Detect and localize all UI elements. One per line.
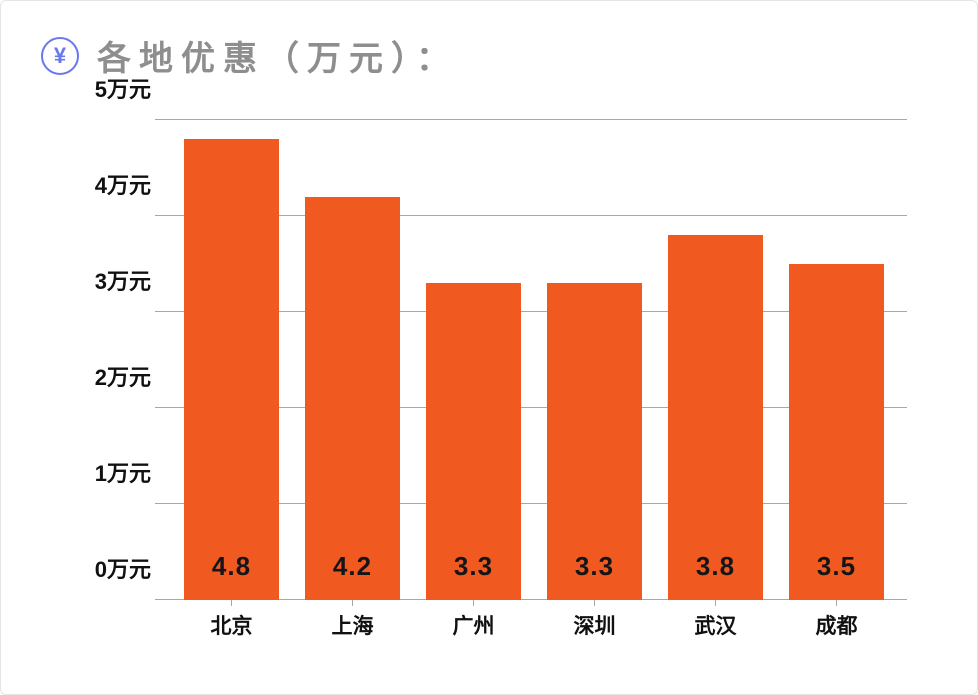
bar-beijing: 4.8 xyxy=(184,139,278,600)
bar-slot-5: 3.5 xyxy=(776,120,897,600)
bar-value-3: 3.3 xyxy=(575,551,614,582)
bar-slot-0: 4.8 xyxy=(171,120,292,600)
bar-value-4: 3.8 xyxy=(696,551,735,582)
bar-shenzhen: 3.3 xyxy=(547,283,641,600)
bar-chengdu: 3.5 xyxy=(789,264,883,600)
bar-value-0: 4.8 xyxy=(212,551,251,582)
x-label-3: 深圳 xyxy=(534,610,655,640)
x-label-0: 北京 xyxy=(171,610,292,640)
bar-guangzhou: 3.3 xyxy=(426,283,520,600)
chart-plot: 0万元 1万元 2万元 3万元 4万元 5万元 4.8 xyxy=(161,120,907,600)
y-tick-0: 0万元 xyxy=(81,552,151,584)
bar-slot-1: 4.2 xyxy=(292,120,413,600)
bar-value-5: 3.5 xyxy=(817,551,856,582)
chart-header: ¥ 各地优惠（万元）： xyxy=(41,31,937,80)
chart-title: 各地优惠（万元）： xyxy=(97,31,458,80)
y-tick-1: 1万元 xyxy=(81,456,151,488)
x-labels: 北京 上海 广州 深圳 武汉 成都 xyxy=(161,610,907,640)
bars-container: 4.8 4.2 3.3 xyxy=(161,120,907,600)
bar-value-1: 4.2 xyxy=(333,551,372,582)
x-label-4: 武汉 xyxy=(655,610,776,640)
chart-card: ¥ 各地优惠（万元）： 0万元 1万元 2万元 3万元 4万元 5万元 4.8 xyxy=(0,0,978,695)
bar-slot-3: 3.3 xyxy=(534,120,655,600)
yen-icon: ¥ xyxy=(41,37,79,75)
y-tick-5: 5万元 xyxy=(81,72,151,104)
x-label-5: 成都 xyxy=(776,610,897,640)
yen-glyph: ¥ xyxy=(54,43,66,69)
bar-wuhan: 3.8 xyxy=(668,235,762,600)
y-tick-2: 2万元 xyxy=(81,360,151,392)
bar-value-2: 3.3 xyxy=(454,551,493,582)
x-label-2: 广州 xyxy=(413,610,534,640)
bar-shanghai: 4.2 xyxy=(305,197,399,600)
x-label-1: 上海 xyxy=(292,610,413,640)
bar-slot-2: 3.3 xyxy=(413,120,534,600)
chart-area: 0万元 1万元 2万元 3万元 4万元 5万元 4.8 xyxy=(101,120,907,660)
y-tick-3: 3万元 xyxy=(81,264,151,296)
y-tick-4: 4万元 xyxy=(81,168,151,200)
bar-slot-4: 3.8 xyxy=(655,120,776,600)
